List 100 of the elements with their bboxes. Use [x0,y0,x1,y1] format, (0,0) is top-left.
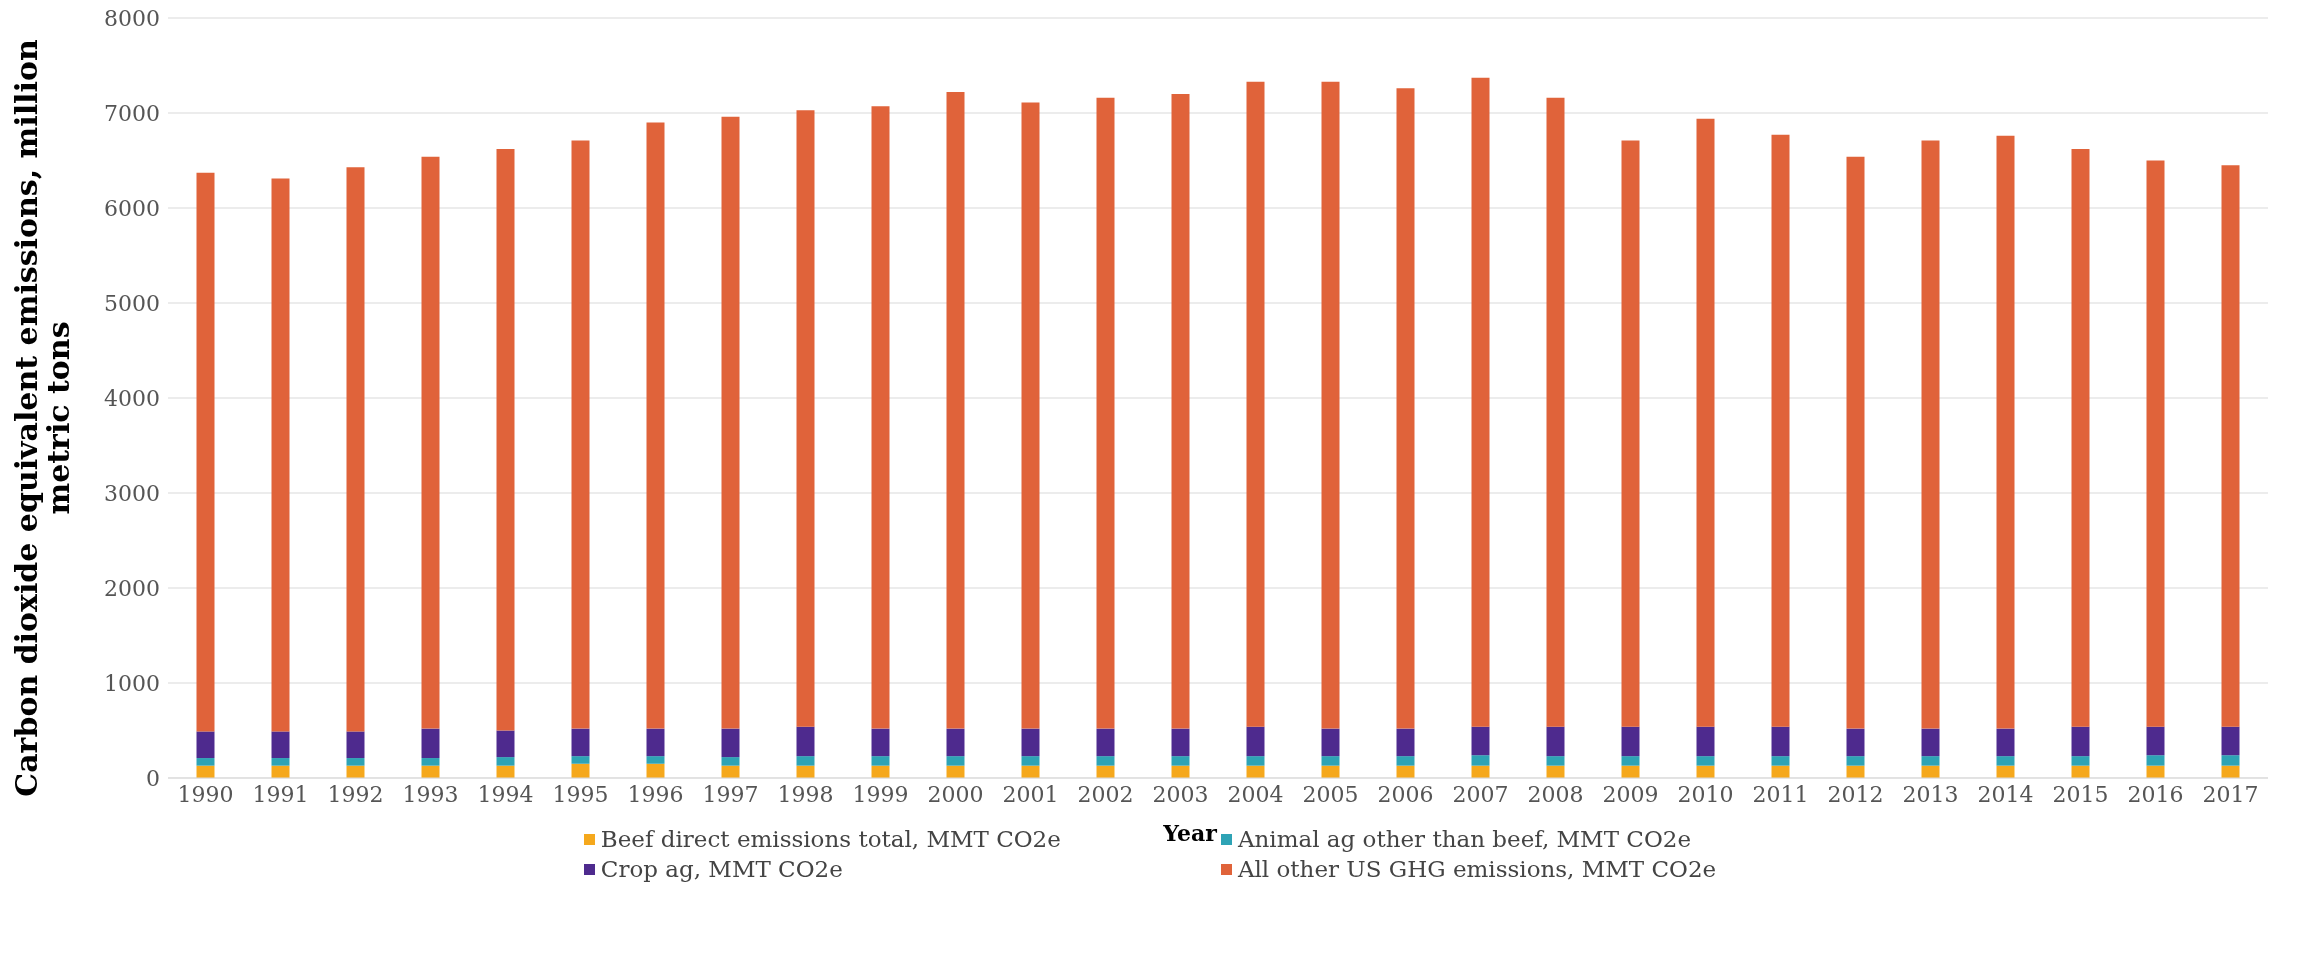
x-tick-label: 1994 [477,781,534,807]
y-tick-label: 3000 [104,480,160,506]
y-tick-label: 2000 [104,575,160,601]
bar [346,758,365,766]
y-tick-label: 5000 [104,290,160,316]
x-tick-label: 1997 [702,781,759,807]
bar [946,92,965,729]
y-tick-label: 0 [146,765,160,791]
x-tick-label: 2006 [1377,781,1434,807]
bar [1771,726,1790,757]
bar [1171,94,1190,729]
bar [571,763,590,778]
bar [1621,756,1640,766]
x-tick-label: 2007 [1452,781,1509,807]
bar [421,728,440,759]
bar [496,730,515,758]
x-tick-label: 2005 [1302,781,1359,807]
bar [646,763,665,778]
bar [1321,756,1340,766]
x-tick-label: 2017 [2202,781,2259,807]
bar [1621,726,1640,757]
bar [646,122,665,729]
bar [2146,755,2165,766]
bar [1771,134,1790,727]
bar [2071,726,2090,757]
bar [946,728,965,757]
bar [1021,728,1040,757]
y-tick-label: 8000 [104,5,160,31]
bar [571,756,590,764]
x-tick-label: 2008 [1527,781,1584,807]
x-tick-label: 2004 [1227,781,1284,807]
bar [271,731,290,759]
bar [196,731,215,759]
bar [1846,728,1865,757]
bar [496,149,515,731]
bar [1546,97,1565,727]
bar [1696,118,1715,727]
y-axis-title: Carbon dioxide equivalent emissions, million metric tons [9,38,76,799]
x-tick-label: 2001 [1002,781,1059,807]
bar [1921,756,1940,766]
bar [346,731,365,759]
bar [1246,726,1265,757]
x-tick-label: 2011 [1752,781,1809,807]
bar [646,756,665,764]
bar [1921,140,1940,729]
bar [271,758,290,766]
x-tick-label: 1991 [252,781,309,807]
x-tick-label: 2010 [1677,781,1734,807]
bar [1546,756,1565,766]
bar [346,167,365,732]
y-tick-label: 1000 [104,670,160,696]
bar [2221,755,2240,766]
bar [1171,728,1190,757]
bar [1996,135,2015,729]
y-tick-label: 6000 [104,195,160,221]
x-tick-label: 2014 [1977,781,2034,807]
bar [721,728,740,758]
bar [1471,755,1490,766]
x-tick-label: 2000 [927,781,984,807]
bar [196,758,215,766]
bar [1171,756,1190,766]
bar [2071,149,2090,727]
x-tick-label: 1996 [627,781,684,807]
x-tick-label: 1999 [852,781,909,807]
bar [1396,728,1415,757]
bar [1546,726,1565,757]
bar [2146,160,2165,727]
bar [646,728,665,757]
bar [871,756,890,766]
x-tick-label: 2002 [1077,781,1134,807]
x-tick-label: 1992 [327,781,384,807]
x-tick-label: 2012 [1827,781,1884,807]
x-axis-title: Year [1163,820,1217,846]
bar [1921,728,1940,757]
y-tick-label: 7000 [104,100,160,126]
bar [796,726,815,757]
bar [1471,77,1490,727]
bar [1396,756,1415,766]
bar [1321,81,1340,729]
bar [721,757,740,766]
bar [2221,165,2240,727]
bar [871,728,890,757]
bar [1321,728,1340,757]
bar [2146,726,2165,756]
x-tick-label: 1998 [777,781,834,807]
bar [796,110,815,727]
bar [1471,726,1490,756]
bar [1246,756,1265,766]
bar [1771,756,1790,766]
bar [1021,102,1040,729]
y-tick-label: 4000 [104,385,160,411]
x-tick-label: 2013 [1902,781,1959,807]
bar [1246,81,1265,727]
bar [1996,728,2015,757]
legend-label: Beef direct emissions total, MMT CO2e [600,826,1061,852]
legend-label: Animal ag other than beef, MMT CO2e [1237,826,1692,852]
bar [1846,756,1865,766]
bar [1996,756,2015,766]
bar [1096,728,1115,757]
bar [1021,756,1040,766]
